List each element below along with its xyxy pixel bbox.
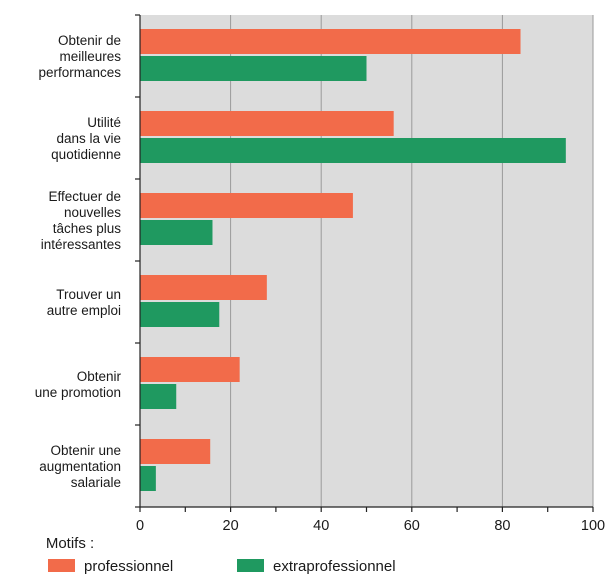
category-label-line: nouvelles <box>64 205 121 220</box>
bar-professionnel-6 <box>140 439 211 464</box>
bars <box>140 29 566 491</box>
bar-extraprofessionnel-5 <box>140 384 177 409</box>
category-label-line: augmentation <box>39 459 121 474</box>
x-tick-label: 80 <box>494 518 510 534</box>
x-tick-label: 0 <box>136 518 144 534</box>
category-label-line: Obtenir de <box>58 33 121 48</box>
category-label: Obtenir une promotion <box>35 369 122 400</box>
bar-professionnel-5 <box>140 357 240 382</box>
category-label-line: Obtenir une <box>50 443 121 458</box>
category-label-line: meilleures <box>59 49 121 64</box>
category-label-line: une promotion <box>35 385 121 400</box>
x-tick-label: 20 <box>223 518 239 534</box>
category-label-line: tâches plus <box>53 221 122 236</box>
category-label-line: Trouver un <box>56 287 121 302</box>
bar-extraprofessionnel-4 <box>140 302 220 327</box>
legend-label-extraprofessionnel: extraprofessionnel <box>273 558 396 575</box>
category-label-line: salariale <box>71 475 121 490</box>
bar-professionnel-1 <box>140 29 521 54</box>
legend-title: Motifs : <box>46 535 94 552</box>
gridlines <box>230 15 594 507</box>
plot-background <box>140 15 593 507</box>
category-label: Utilité dans la vie quotidienne <box>51 115 121 162</box>
category-label-line: intéressantes <box>41 237 122 252</box>
bar-extraprofessionnel-3 <box>140 220 213 245</box>
category-label: Effectuer de nouvelles tâches plus intéress… <box>41 189 122 252</box>
legend-label-professionnel: professionnel <box>84 558 173 575</box>
category-label: Obtenir une augmentation salariale <box>39 443 121 490</box>
bar-extraprofessionnel-2 <box>140 138 566 163</box>
x-tick-label: 40 <box>313 518 329 534</box>
category-label-line: dans la vie <box>56 131 121 146</box>
x-tick-label: 100 <box>581 518 605 534</box>
category-label: Obtenir de meilleures performances <box>38 33 121 80</box>
category-labels: Obtenir de meilleures performances Utilité d… <box>35 33 122 490</box>
bar-professionnel-3 <box>140 193 353 218</box>
category-label-line: Obtenir <box>77 369 122 384</box>
legend-swatch-professionnel <box>48 559 75 572</box>
category-label-line: quotidienne <box>51 147 121 162</box>
bar-professionnel-2 <box>140 111 394 136</box>
x-tick-label: 60 <box>404 518 420 534</box>
category-label-line: Utilité <box>87 115 121 130</box>
axes: 0 20 40 60 80 100 <box>135 14 605 534</box>
bar-professionnel-4 <box>140 275 267 300</box>
bar-extraprofessionnel-1 <box>140 56 367 81</box>
category-label-line: performances <box>38 65 121 80</box>
legend-swatch-extraprofessionnel <box>237 559 264 572</box>
category-label-line: autre emploi <box>47 303 121 318</box>
category-label: Trouver un autre emploi <box>47 287 121 318</box>
legend: Motifs : professionnel extraprofessionnel <box>46 535 396 575</box>
bar-extraprofessionnel-6 <box>140 466 156 491</box>
category-label-line: Effectuer de <box>48 189 121 204</box>
